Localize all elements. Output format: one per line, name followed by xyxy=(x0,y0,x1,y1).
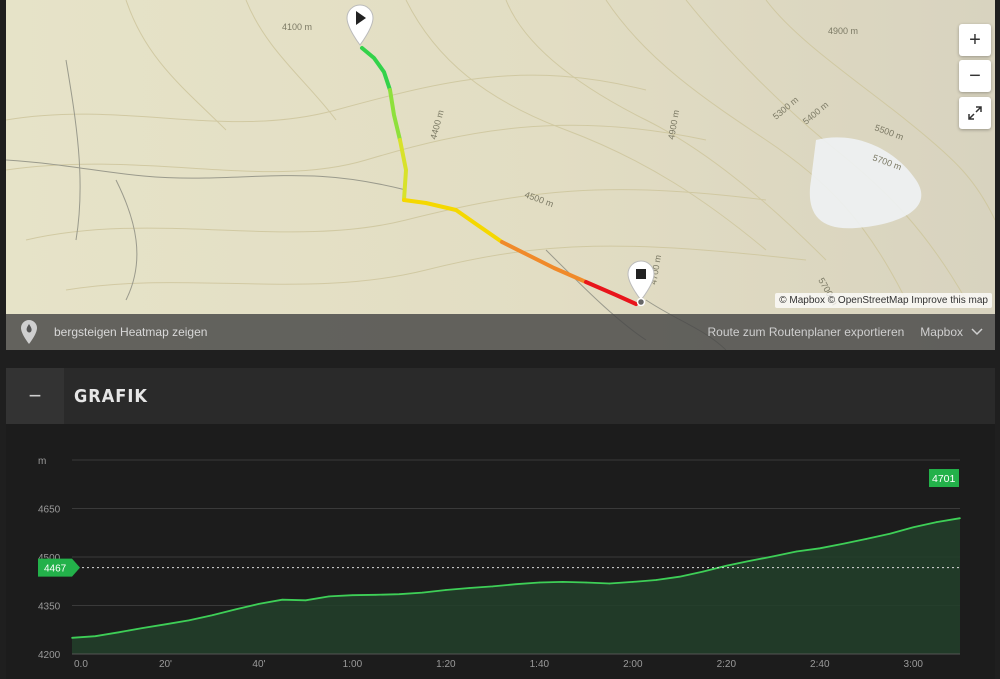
x-tick-label: 0.0 xyxy=(74,659,88,670)
map-pin-flame-icon xyxy=(21,320,37,344)
map-footer-bar: bergsteigen Heatmap zeigen Route zum Rou… xyxy=(6,314,995,350)
svg-text:4900 m: 4900 m xyxy=(828,26,858,36)
export-route-link[interactable]: Route zum Routenplaner exportieren xyxy=(707,325,905,339)
play-icon xyxy=(356,11,366,25)
elevation-point xyxy=(374,594,377,596)
elevation-point xyxy=(655,579,658,581)
elevation-point xyxy=(772,555,774,558)
fullscreen-button[interactable] xyxy=(959,97,991,129)
elevation-point xyxy=(935,521,938,523)
elevation-point xyxy=(421,591,424,594)
elevation-point xyxy=(889,532,891,535)
elevation-point xyxy=(468,587,471,589)
y-tick-label: 4500 xyxy=(38,553,61,564)
elevation-point xyxy=(702,570,704,573)
map-attribution: © Mapbox © OpenStreetMap Improve this ma… xyxy=(775,293,992,308)
x-tick-label: 2:00 xyxy=(623,659,643,670)
elevation-point xyxy=(351,594,354,596)
elevation-point xyxy=(748,560,751,562)
section-title: GRAFIK xyxy=(74,385,148,407)
heatmap-toggle-icon[interactable] xyxy=(18,318,40,346)
y-tick-label: 4200 xyxy=(38,650,61,661)
elevation-area xyxy=(72,518,960,654)
elevation-chart-svg: 4650 4500 4350 4200 m 0.0 20' 40' 1:00 1:20 1:40 2:… xyxy=(38,456,961,670)
elevation-point xyxy=(141,627,143,629)
elevation-point xyxy=(842,542,844,545)
x-tick-label: 20' xyxy=(159,659,172,670)
zoom-in-button[interactable]: + xyxy=(959,24,991,56)
y-tick-label: 4650 xyxy=(38,505,61,516)
start-elevation-label: 4467 xyxy=(44,564,67,575)
x-tick-label: 3:00 xyxy=(904,659,924,670)
elevation-point xyxy=(795,550,798,553)
chevron-down-icon xyxy=(971,328,983,336)
elevation-point xyxy=(445,589,447,591)
improve-map-link[interactable]: Improve this map xyxy=(911,295,988,306)
mapbox-credit-link[interactable]: © Mapbox xyxy=(779,295,825,306)
elevation-point xyxy=(328,595,330,598)
graph-section-header: − GRAFIK xyxy=(6,368,995,424)
route-map[interactable]: 4100 m 4400 m 4500 m 4900 m 4900 m 5300 … xyxy=(6,0,995,350)
elevation-point xyxy=(818,547,821,550)
x-tick-label: 1:40 xyxy=(530,659,550,670)
elevation-point xyxy=(515,583,517,585)
elevation-point xyxy=(304,599,307,602)
osm-credit-link[interactable]: © OpenStreetMap xyxy=(827,295,909,306)
elevation-chart[interactable]: 4650 4500 4350 4200 m 0.0 20' 40' 1:00 1:20 1:40 2:… xyxy=(6,424,995,679)
elevation-point xyxy=(585,581,587,584)
elevation-point xyxy=(865,538,868,540)
y-tick-label: 4350 xyxy=(38,602,61,613)
elevation-point xyxy=(538,581,541,584)
elevation-point xyxy=(258,603,260,605)
x-tick-label: 2:20 xyxy=(717,659,737,670)
contour-label: 4100 m xyxy=(282,22,312,32)
elevation-point xyxy=(912,526,915,529)
elevation-point xyxy=(211,614,214,616)
end-elevation-label: 4701 xyxy=(932,473,956,485)
heatmap-toggle-label[interactable]: bergsteigen Heatmap zeigen xyxy=(54,325,208,339)
elevation-point xyxy=(678,575,681,578)
stop-icon xyxy=(636,269,646,279)
map-provider-select[interactable]: Mapbox xyxy=(920,325,983,339)
fullscreen-icon xyxy=(968,106,982,120)
x-tick-label: 40' xyxy=(252,659,265,670)
y-axis-unit: m xyxy=(38,456,46,467)
elevation-point xyxy=(632,581,634,583)
route-track xyxy=(360,46,638,306)
elevation-point xyxy=(94,635,97,638)
elevation-point xyxy=(959,517,961,519)
elevation-point xyxy=(608,582,611,585)
map-terrain: 4100 m 4400 m 4500 m 4900 m 4900 m 5300 … xyxy=(6,0,995,350)
elevation-point xyxy=(725,564,728,567)
collapse-graph-button[interactable]: − xyxy=(6,368,64,424)
x-tick-label: 2:40 xyxy=(810,659,830,670)
elevation-point xyxy=(71,637,73,639)
elevation-point xyxy=(398,593,400,595)
elevation-point xyxy=(561,581,564,583)
elevation-point xyxy=(117,631,120,634)
x-tick-label: 1:00 xyxy=(343,659,363,670)
x-tick-label: 1:20 xyxy=(436,659,456,670)
end-elevation-badge xyxy=(929,469,959,488)
elevation-point xyxy=(234,608,237,611)
map-provider-label: Mapbox xyxy=(920,325,963,339)
elevation-point xyxy=(164,623,167,626)
elevation-point xyxy=(281,598,284,601)
elevation-point xyxy=(188,619,190,622)
zoom-out-button[interactable]: − xyxy=(959,60,991,92)
start-elevation-badge xyxy=(38,558,80,577)
end-marker[interactable] xyxy=(626,258,656,307)
elevation-point xyxy=(491,585,494,588)
start-marker[interactable] xyxy=(345,2,375,46)
